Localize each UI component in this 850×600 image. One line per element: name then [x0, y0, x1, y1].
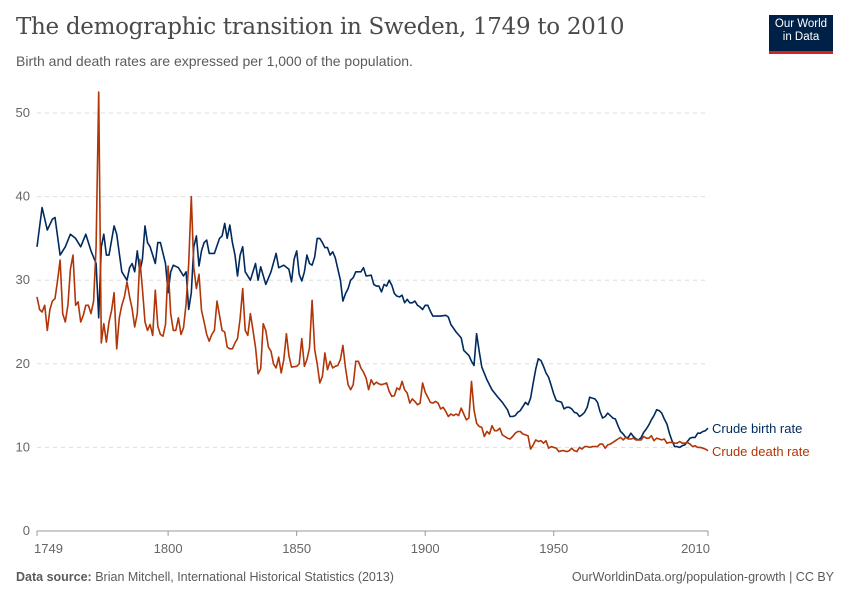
y-tick-label: 0	[23, 523, 30, 538]
x-tick-label: 2010	[681, 541, 710, 556]
gridlines	[37, 112, 708, 532]
y-tick-label: 20	[16, 356, 30, 371]
chart-subtitle: Birth and death rates are expressed per …	[16, 53, 413, 69]
series-line-crude-death-rate	[36, 91, 709, 453]
source-label: Data source:	[16, 570, 92, 584]
logo-line2: in Data	[782, 31, 820, 43]
legend-label: Crude death rate	[712, 444, 810, 459]
series-line-crude-birth-rate	[36, 206, 709, 449]
source-text: Brian Mitchell, International Historical…	[95, 570, 394, 584]
y-tick-label: 30	[16, 272, 30, 287]
x-tick-label: 1800	[154, 541, 183, 556]
y-tick-label: 50	[16, 105, 30, 120]
data-source: Data source: Brian Mitchell, Internation…	[16, 570, 394, 584]
x-axis: 1749 1800 1850 1900 1950 2010	[34, 531, 710, 556]
series-lines	[36, 91, 709, 453]
legend: Crude birth rate Crude death rate	[712, 421, 810, 459]
y-tick-label: 10	[16, 439, 30, 454]
x-tick-label: 1900	[411, 541, 440, 556]
x-tick-label: 1749	[34, 541, 63, 556]
legend-label: Crude birth rate	[712, 421, 802, 436]
x-tick-label: 1850	[282, 541, 311, 556]
y-tick-label: 40	[16, 189, 30, 204]
y-axis: 0 10 20 30 40 50	[16, 105, 30, 538]
source-link[interactable]: OurWorldinData.org/population-growth | C…	[571, 570, 834, 584]
chart-title: The demographic transition in Sweden, 17…	[16, 14, 625, 40]
logo-line1: Our World	[774, 18, 828, 30]
x-tick-label: 1950	[539, 541, 568, 556]
owid-logo[interactable]: Our World in Data	[769, 15, 833, 54]
